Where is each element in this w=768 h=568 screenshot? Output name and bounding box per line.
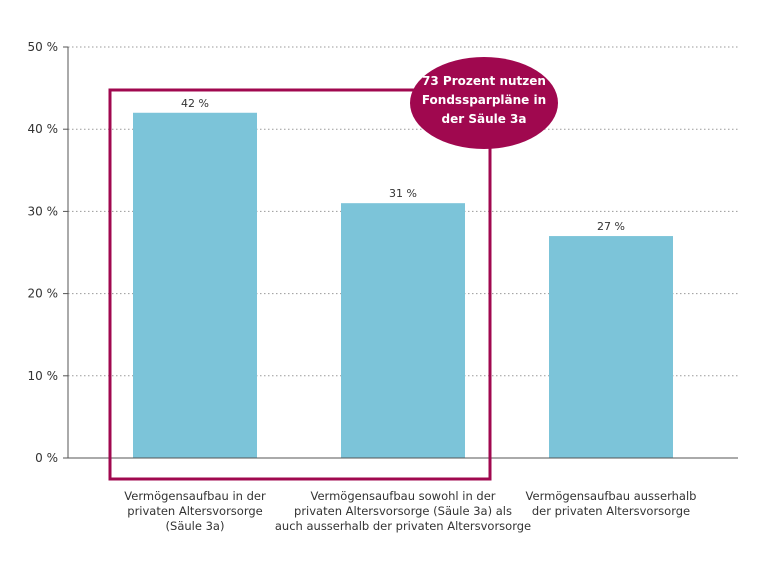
- y-tick-label: 20 %: [28, 287, 59, 301]
- bar: [549, 236, 673, 458]
- x-tick-label: Vermögensaufbau ausserhalb: [526, 489, 697, 503]
- y-tick-label: 10 %: [28, 369, 59, 383]
- x-tick-label: privaten Altersvorsorge (Säule 3a) als: [294, 504, 512, 518]
- callout-text: Fondssparpläne in: [422, 93, 546, 107]
- highlight-frame: [108, 88, 492, 481]
- y-tick-label: 30 %: [28, 204, 59, 218]
- x-tick-label: Vermögensaufbau sowohl in der: [311, 489, 496, 503]
- callout-bubble: [410, 57, 558, 149]
- callout-text: der Säule 3a: [442, 112, 527, 126]
- y-tick-label: 50 %: [28, 40, 59, 54]
- bar: [133, 112, 257, 458]
- x-tick-label: (Säule 3a): [166, 519, 225, 533]
- y-tick-label: 0 %: [35, 451, 58, 465]
- x-tick-label: auch ausserhalb der privaten Altersvorso…: [275, 519, 531, 533]
- x-tick-label: privaten Altersvorsorge: [127, 504, 262, 518]
- x-tick-label: der privaten Altersvorsorge: [532, 504, 690, 518]
- callout-text: 73 Prozent nutzen: [422, 74, 546, 88]
- bar-value-label: 42 %: [181, 97, 209, 110]
- x-tick-label: Vermögensaufbau in der: [124, 489, 266, 503]
- y-tick-label: 40 %: [28, 122, 59, 136]
- bar-value-label: 31 %: [389, 187, 417, 200]
- bar-value-label: 27 %: [597, 220, 625, 233]
- bar: [341, 203, 465, 458]
